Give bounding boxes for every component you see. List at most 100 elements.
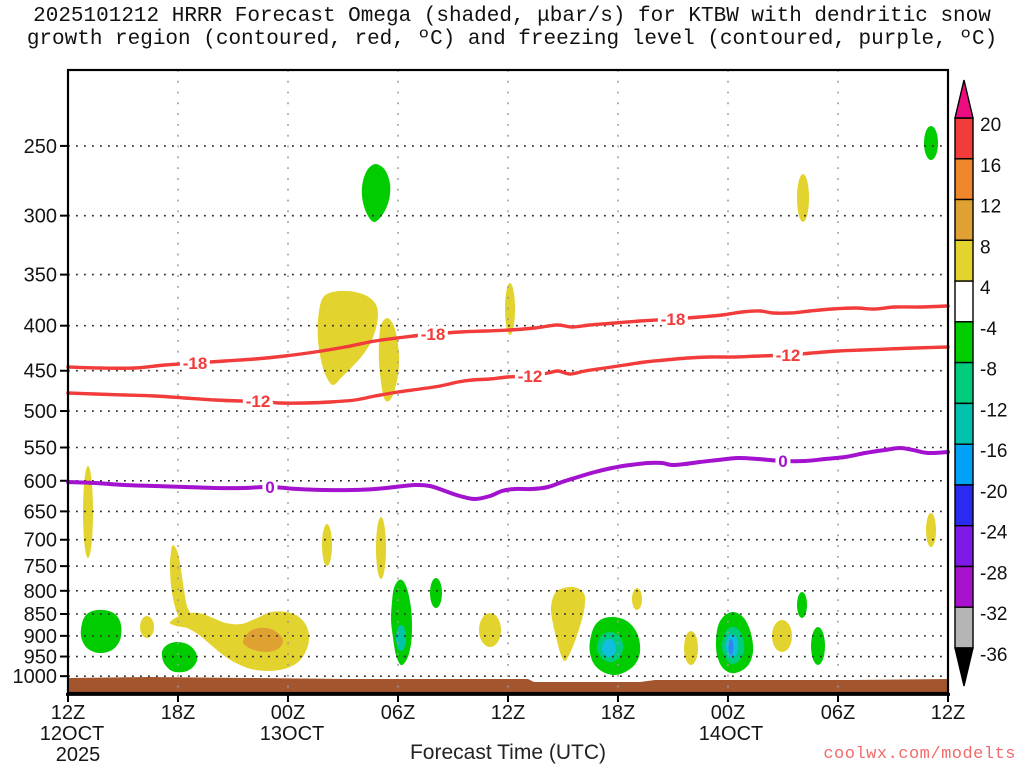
x-tick-label-3: 06Z [381, 702, 415, 724]
colorbar-under-arrow [954, 647, 974, 687]
omega-region-updraft-column-06z-core [396, 625, 406, 651]
colorbar-label-20: 20 [980, 115, 1001, 136]
colorbar-label--20: -20 [980, 482, 1007, 503]
x-tick-label-6: 00Z [711, 702, 745, 724]
contour-freezing-level-0 [66, 446, 950, 501]
omega-region-subsidence-streak-700hpa [376, 517, 386, 579]
colorbar-segment-11 [954, 565, 974, 608]
x-tick-label-5: 18Z [601, 702, 635, 724]
colorbar-segment-7 [954, 402, 974, 445]
y-tick-label-400: 400 [24, 316, 57, 338]
omega-region-subsidence-patch-900hpa [140, 616, 154, 638]
contour-label-dendritic-minus-18-0: -18 [183, 354, 208, 373]
x-tick-label-8: 12Z [931, 702, 965, 724]
omega-region-subsidence-lens-700hpa [322, 524, 332, 566]
x-date-label-2: 14OCT [699, 723, 763, 745]
omega-region-subsidence-lens-650hpa-right [926, 513, 936, 547]
y-tick-label-950: 950 [24, 647, 57, 669]
y-tick-label-350: 350 [24, 265, 57, 287]
omega-region-subsidence-400hpa-blade [378, 317, 400, 402]
colorbar-label--32: -32 [980, 604, 1007, 625]
y-tick-label-900: 900 [24, 626, 57, 648]
colorbar-label-4: 4 [980, 278, 991, 299]
colorbar-segment-3 [954, 239, 974, 282]
omega-region-subsidence-core-orange [242, 627, 284, 653]
y-tick-label-250: 250 [24, 136, 57, 158]
colorbar-label--4: -4 [980, 319, 997, 340]
x-tick-label-4: 12Z [491, 702, 525, 724]
colorbar-segment-5 [954, 321, 974, 364]
omega-region-subsidence-mass-low [169, 611, 310, 671]
omega-region-subsidence-kite-15z [550, 586, 586, 662]
omega-region-subsidence-streak-18z [170, 544, 192, 623]
omega-region-updraft-lens-04z-upper [797, 592, 807, 618]
contour-label-dendritic-minus-18-2: -18 [661, 310, 686, 329]
y-tick-label-500: 500 [24, 401, 57, 423]
omega-region-subsidence-290hpa [797, 174, 809, 222]
colorbar-label--28: -28 [980, 564, 1007, 585]
omega-region-subsidence-sliver-12z [505, 283, 515, 335]
colorbar-over-arrow [954, 79, 974, 119]
x-date-label-1: 13OCT [260, 723, 324, 745]
colorbar-segment-9 [954, 484, 974, 527]
y-tick-label-550: 550 [24, 437, 57, 459]
colorbar-segment-6 [954, 361, 974, 405]
omega-region-subsidence-blob-03z [772, 620, 792, 652]
colorbar-label--12: -12 [980, 400, 1007, 421]
y-tick-label-650: 650 [24, 501, 57, 523]
omega-region-subsidence-streak-left [83, 466, 93, 558]
omega-region-subsidence-lens-18z-850 [632, 588, 642, 610]
x-year-label: 2025 [56, 744, 101, 766]
y-tick-label-450: 450 [24, 361, 57, 383]
colorbar-label-16: 16 [980, 156, 1001, 177]
colorbar-label-12: 12 [980, 197, 1001, 218]
surface-terrain [68, 677, 948, 694]
omega-region-updraft-lens-800hpa [430, 578, 442, 608]
x-axis-title: Forecast Time (UTC) [409, 741, 606, 764]
y-tick-label-300: 300 [24, 206, 57, 228]
contour-dendritic-minus-12 [66, 345, 950, 405]
y-tick-label-800: 800 [24, 581, 57, 603]
omega-region-updraft-950hpa-18z [161, 641, 198, 673]
omega-region-updraft-290hpa [361, 163, 391, 223]
watermark-text: coolwx.com/modelts [823, 745, 1016, 764]
contour-dendritic-minus-18 [66, 304, 950, 370]
colorbar-segment-4 [954, 280, 974, 323]
contour-label-dendritic-minus-12-2: -12 [776, 346, 801, 365]
y-tick-label-1000: 1000 [13, 666, 58, 688]
colorbar-segment-8 [954, 443, 974, 486]
omega-region-updraft-900hpa-left [80, 609, 122, 654]
contour-label-dendritic-minus-12-1: -12 [518, 367, 543, 386]
chart-title-line1: 2025101212 HRRR Forecast Omega (shaded, … [33, 5, 991, 28]
omega-region-updraft-lens-04z-lower [811, 627, 825, 665]
contour-label-dendritic-minus-18-1: -18 [421, 325, 446, 344]
x-tick-label-7: 06Z [821, 702, 855, 724]
contour-label-freezing-level-0-0: 0 [265, 478, 274, 497]
colorbar-label-8: 8 [980, 237, 991, 258]
omega-region-updraft-column-06z [390, 579, 412, 666]
omega-region-updraft-250hpa [924, 126, 938, 160]
colorbar-segment-2 [954, 198, 974, 241]
omega-region-updraft-blob-17z-core [602, 639, 616, 657]
contour-label-dendritic-minus-12-0: -12 [246, 392, 271, 411]
chart-title-line2: growth region (contoured, red, ºC) and f… [26, 28, 998, 51]
colorbar-segment-0 [954, 117, 974, 160]
y-tick-label-750: 750 [24, 556, 57, 578]
colorbar-label--36: -36 [980, 645, 1007, 666]
omega-region-subsidence-round-12z [479, 613, 501, 647]
colorbar-segment-10 [954, 525, 974, 568]
colorbar-label--8: -8 [980, 360, 997, 381]
colorbar-segment-1 [954, 158, 974, 201]
colorbar-label--24: -24 [980, 523, 1008, 544]
y-tick-label-700: 700 [24, 530, 57, 552]
colorbar-segment-12 [954, 606, 974, 649]
y-tick-label-600: 600 [24, 471, 57, 493]
chart-title: 2025101212 HRRR Forecast Omega (shaded, … [0, 5, 1024, 51]
omega-region-updraft-blob-00z-inner [728, 639, 734, 655]
omega-region-subsidence-400hpa-main [317, 290, 379, 386]
x-tick-label-2: 00Z [271, 702, 305, 724]
omega-region-subsidence-lens-22z [684, 631, 698, 665]
contour-label-freezing-level-0-1: 0 [778, 452, 787, 471]
